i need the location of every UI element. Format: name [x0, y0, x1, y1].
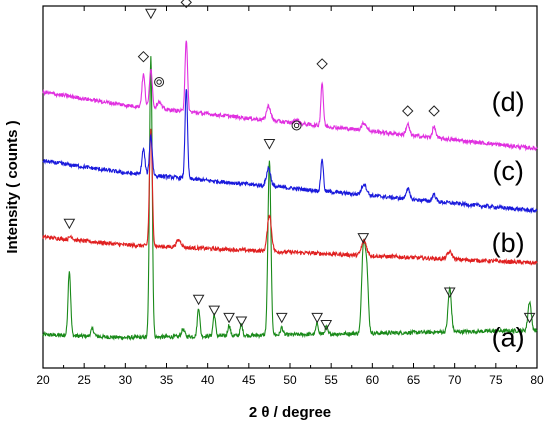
curve-label: (b) — [492, 228, 525, 258]
curve-a — [42, 56, 538, 341]
triangle-marker — [311, 312, 324, 324]
xrd-curves — [42, 40, 538, 341]
curve-d — [42, 40, 538, 152]
diamond-marker — [180, 0, 192, 9]
triangle-marker — [443, 287, 456, 299]
x-tick-label: 25 — [77, 373, 91, 387]
x-tick-label: 35 — [160, 373, 174, 387]
triangle-marker — [192, 294, 205, 306]
triangle-marker — [357, 233, 370, 244]
triangle-marker — [235, 316, 248, 327]
triangle-marker — [320, 320, 333, 331]
x-axis-title: 2 θ / degree — [249, 404, 331, 421]
triangle-marker — [223, 312, 235, 324]
y-axis-title: Intensity ( counts ) — [4, 120, 21, 253]
x-tick-label: 30 — [119, 373, 133, 387]
curve-label: (c) — [492, 156, 523, 186]
triangle-marker — [263, 139, 276, 150]
x-tick-label: 50 — [283, 373, 297, 387]
x-tick-label: 75 — [489, 373, 503, 387]
triangle-marker — [275, 312, 288, 324]
double-circle-marker — [291, 120, 302, 131]
curve-c — [42, 89, 538, 215]
triangle-marker — [523, 312, 536, 324]
triangle-marker — [208, 305, 221, 317]
x-tick-label: 60 — [366, 373, 380, 387]
diamond-marker — [428, 105, 440, 117]
x-tick-label: 70 — [448, 373, 462, 387]
x-tick-label: 40 — [201, 373, 215, 387]
peak-markers — [63, 0, 536, 331]
x-tick-label: 65 — [407, 373, 421, 387]
diamond-marker — [402, 105, 414, 117]
x-tick-label: 20 — [36, 373, 50, 387]
x-tick-label: 80 — [530, 373, 544, 387]
triangle-marker — [63, 218, 76, 230]
x-axis-ticks: 20 25 30 35 40 45 50 55 60 65 70 75 80 — [36, 6, 544, 387]
curve-labels: (d) (c) (b) (a) — [492, 87, 525, 352]
double-circle-marker — [154, 77, 165, 88]
triangle-marker — [145, 8, 157, 20]
diamond-marker — [137, 50, 150, 63]
curve-b — [42, 128, 538, 266]
x-tick-label: 45 — [242, 373, 256, 387]
x-tick-label: 55 — [324, 373, 338, 387]
curve-label: (d) — [492, 87, 525, 117]
diamond-marker — [316, 58, 328, 70]
curve-label: (a) — [492, 322, 525, 352]
